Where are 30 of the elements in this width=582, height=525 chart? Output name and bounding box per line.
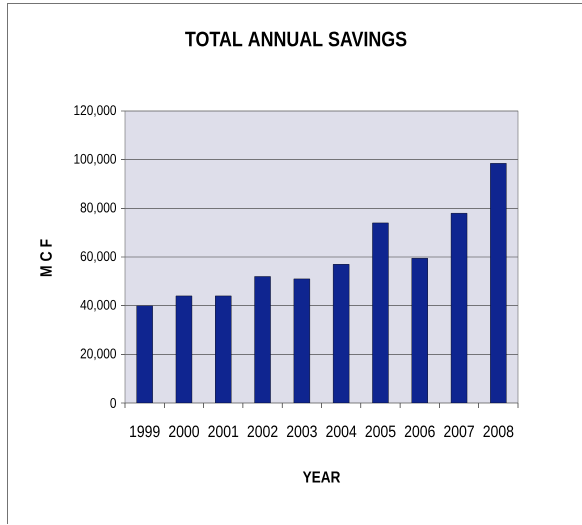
- x-tick-label: 2000: [169, 426, 199, 438]
- bar: [450, 213, 468, 403]
- y-tick-label: 60,000: [80, 251, 116, 263]
- y-axis-title: M C F: [40, 239, 52, 276]
- bar: [294, 278, 310, 403]
- bar: [215, 296, 232, 403]
- bar: [332, 264, 350, 403]
- y-tick-label: 20,000: [80, 348, 116, 360]
- x-tick-label: 2008: [483, 426, 514, 438]
- x-tick-label: 2003: [286, 426, 317, 438]
- x-tick-label: 2004: [326, 426, 356, 438]
- y-tick-label: 0: [110, 398, 116, 408]
- y-tick-label: 100,000: [74, 154, 116, 166]
- bar: [254, 276, 271, 403]
- bar: [412, 258, 428, 403]
- x-tick-label: 2001: [208, 426, 238, 438]
- x-tick-label: 1999: [130, 426, 160, 438]
- x-tick-label: 2002: [248, 426, 278, 438]
- bar: [372, 222, 389, 403]
- x-tick-label: 2006: [404, 426, 435, 438]
- bar: [136, 305, 153, 403]
- chart-title: TOTAL ANNUAL SAVINGS: [185, 32, 406, 46]
- bar: [490, 163, 507, 403]
- y-tick-label: 40,000: [80, 300, 116, 312]
- x-axis-title: YEAR: [302, 471, 340, 483]
- x-tick-label: 2007: [444, 426, 474, 438]
- x-tick-label: 2005: [366, 426, 396, 438]
- y-tick-label: 80,000: [80, 202, 116, 214]
- y-tick-label: 120,000: [74, 105, 116, 117]
- bar: [176, 296, 192, 403]
